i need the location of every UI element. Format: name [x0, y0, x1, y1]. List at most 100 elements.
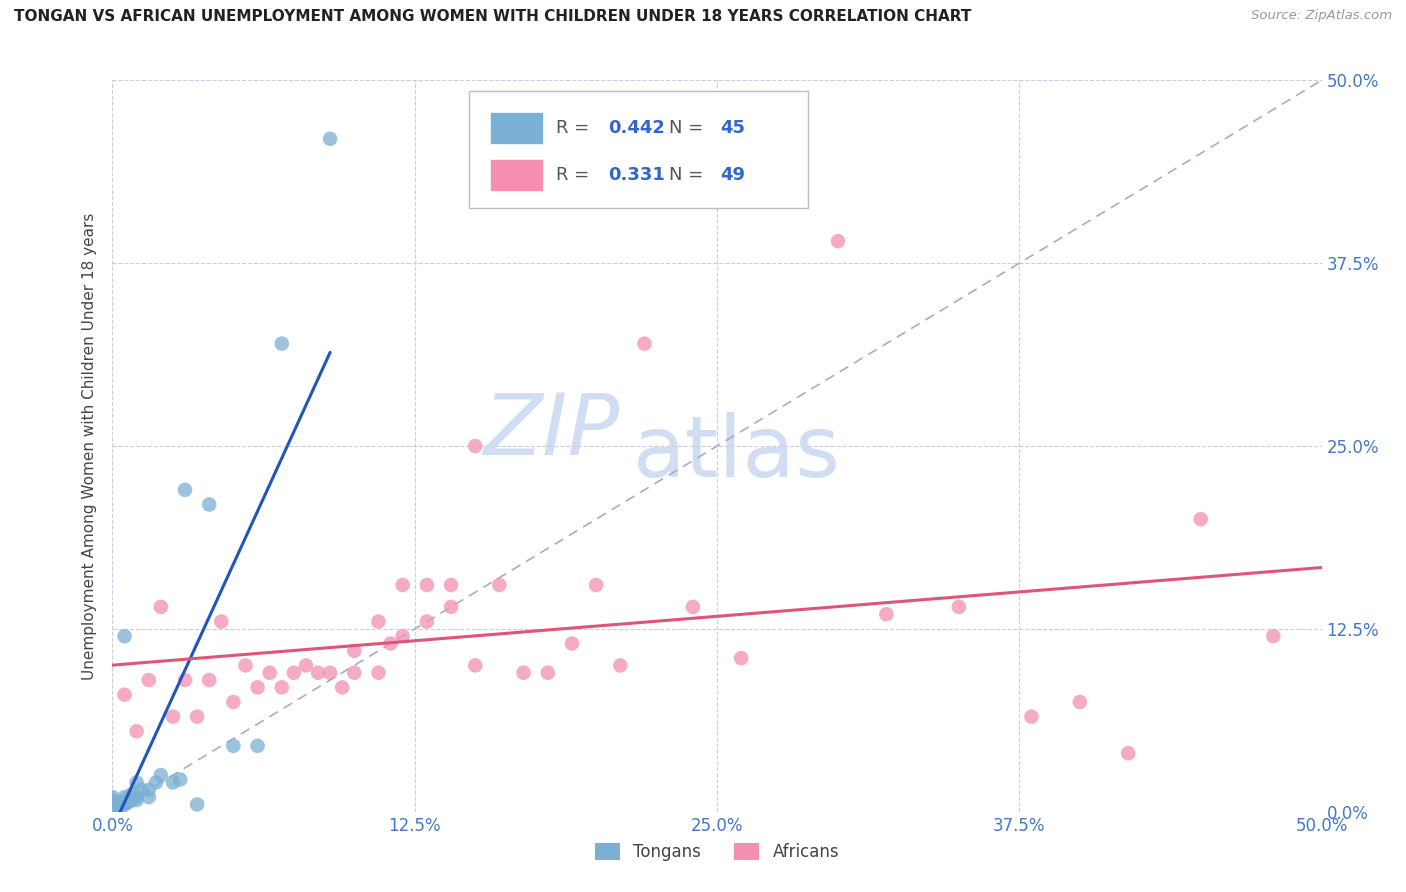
- Text: N =: N =: [669, 119, 709, 136]
- Tongans: [125, 790, 148, 805]
- Tongans: [186, 797, 208, 812]
- Africans: [585, 578, 607, 592]
- Africans: [222, 695, 245, 709]
- Africans: [488, 578, 510, 592]
- Tongans: [246, 739, 269, 753]
- Africans: [1021, 709, 1043, 723]
- Text: R =: R =: [557, 119, 595, 136]
- Africans: [948, 599, 970, 614]
- Tongans: [138, 782, 160, 797]
- Africans: [416, 615, 439, 629]
- Tongans: [101, 805, 124, 819]
- Tongans: [125, 775, 148, 789]
- Africans: [391, 629, 413, 643]
- Tongans: [101, 793, 124, 807]
- Africans: [209, 615, 232, 629]
- Text: 49: 49: [721, 167, 745, 185]
- Tongans: [114, 797, 136, 812]
- Text: R =: R =: [557, 167, 595, 185]
- Tongans: [198, 498, 221, 512]
- Africans: [380, 636, 402, 650]
- Africans: [1069, 695, 1091, 709]
- Tongans: [111, 796, 134, 810]
- Tongans: [108, 797, 131, 812]
- FancyBboxPatch shape: [489, 112, 543, 144]
- Tongans: [222, 739, 245, 753]
- Tongans: [114, 790, 136, 805]
- Africans: [246, 681, 269, 695]
- Tongans: [101, 790, 124, 805]
- Tongans: [162, 775, 184, 789]
- Africans: [440, 599, 463, 614]
- Africans: [162, 709, 184, 723]
- Tongans: [101, 796, 124, 810]
- Africans: [367, 615, 389, 629]
- Africans: [367, 665, 389, 680]
- Tongans: [125, 793, 148, 807]
- Text: Source: ZipAtlas.com: Source: ZipAtlas.com: [1251, 9, 1392, 22]
- Text: atlas: atlas: [633, 412, 841, 495]
- Africans: [343, 665, 366, 680]
- Text: ZIP: ZIP: [484, 390, 620, 473]
- Africans: [259, 665, 281, 680]
- Tongans: [105, 802, 128, 816]
- Tongans: [101, 798, 124, 813]
- FancyBboxPatch shape: [489, 160, 543, 192]
- Africans: [827, 234, 849, 248]
- Tongans: [101, 805, 124, 819]
- Text: 0.442: 0.442: [609, 119, 665, 136]
- Africans: [682, 599, 704, 614]
- Africans: [198, 673, 221, 687]
- Text: 45: 45: [721, 119, 745, 136]
- Legend: Tongans, Africans: Tongans, Africans: [586, 834, 848, 869]
- Tongans: [138, 790, 160, 805]
- Africans: [464, 439, 486, 453]
- Tongans: [169, 772, 191, 787]
- Africans: [307, 665, 329, 680]
- Tongans: [131, 782, 153, 797]
- Africans: [561, 636, 583, 650]
- Africans: [114, 688, 136, 702]
- Tongans: [101, 805, 124, 819]
- Tongans: [108, 800, 131, 814]
- Tongans: [108, 795, 131, 809]
- Africans: [537, 665, 560, 680]
- Text: TONGAN VS AFRICAN UNEMPLOYMENT AMONG WOMEN WITH CHILDREN UNDER 18 YEARS CORRELAT: TONGAN VS AFRICAN UNEMPLOYMENT AMONG WOM…: [14, 9, 972, 24]
- Africans: [330, 681, 353, 695]
- Africans: [875, 607, 897, 622]
- Africans: [730, 651, 752, 665]
- Tongans: [174, 483, 197, 497]
- Tongans: [149, 768, 172, 782]
- FancyBboxPatch shape: [470, 91, 807, 209]
- Y-axis label: Unemployment Among Women with Children Under 18 years: Unemployment Among Women with Children U…: [82, 212, 97, 680]
- Africans: [512, 665, 534, 680]
- Tongans: [121, 793, 143, 807]
- Africans: [235, 658, 257, 673]
- Africans: [609, 658, 631, 673]
- Tongans: [118, 795, 141, 809]
- Tongans: [115, 793, 138, 807]
- Africans: [125, 724, 148, 739]
- Text: 0.331: 0.331: [609, 167, 665, 185]
- Africans: [186, 709, 208, 723]
- Tongans: [145, 775, 167, 789]
- Tongans: [319, 132, 342, 146]
- Africans: [149, 599, 172, 614]
- Africans: [1189, 512, 1212, 526]
- Africans: [440, 578, 463, 592]
- Tongans: [114, 629, 136, 643]
- Africans: [138, 673, 160, 687]
- Africans: [633, 336, 655, 351]
- Africans: [391, 578, 413, 592]
- Tongans: [105, 797, 128, 812]
- Africans: [343, 644, 366, 658]
- Africans: [1116, 746, 1139, 760]
- Tongans: [114, 795, 136, 809]
- Africans: [283, 665, 305, 680]
- Tongans: [118, 790, 141, 805]
- Tongans: [111, 798, 134, 813]
- Tongans: [270, 336, 292, 351]
- Tongans: [101, 800, 124, 814]
- Africans: [270, 681, 292, 695]
- Africans: [174, 673, 197, 687]
